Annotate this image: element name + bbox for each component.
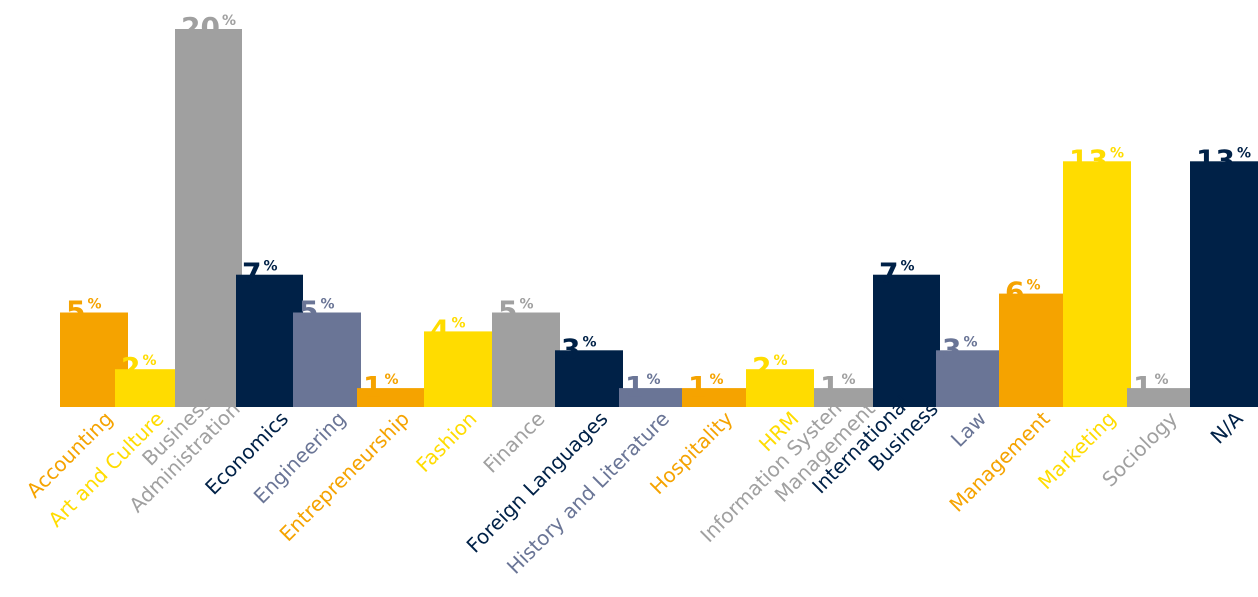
value-label-engineering: 5% xyxy=(299,295,335,328)
bar-hrm xyxy=(746,369,814,407)
bar-n-a xyxy=(1190,161,1258,407)
value-label-international-business: 7% xyxy=(879,257,915,290)
bar-foreign-languages xyxy=(555,350,623,407)
value-label-hrm: 2% xyxy=(752,351,788,384)
category-label-law: Law xyxy=(946,407,991,452)
bar-sociology xyxy=(1127,388,1190,407)
value-label-sociology: 1% xyxy=(1133,370,1169,403)
bar-entrepreneurship xyxy=(357,388,424,407)
value-label-information-system-management: 1% xyxy=(820,370,856,403)
value-label-economics: 7% xyxy=(242,257,278,290)
bar-marketing xyxy=(1063,161,1131,407)
bar-art-and-culture xyxy=(115,369,175,407)
value-label-hospitality: 1% xyxy=(688,370,724,403)
value-label-n-a: 13% xyxy=(1196,143,1251,176)
value-label-business-administration: 20% xyxy=(181,11,236,44)
bar-information-system-management xyxy=(814,388,873,407)
value-label-foreign-languages: 3% xyxy=(561,332,597,365)
bars-group xyxy=(60,29,1258,407)
bar-history-and-literature xyxy=(619,388,682,407)
bar-business-administration xyxy=(175,29,242,407)
bar-management xyxy=(999,293,1063,407)
value-label-history-and-literature: 1% xyxy=(625,370,661,403)
bar-hospitality xyxy=(682,388,746,407)
category-label-information-system-management: Information SystemManagement xyxy=(695,380,879,564)
value-label-accounting: 5% xyxy=(66,295,102,328)
category-label-fashion: Fashion xyxy=(411,407,481,477)
bar-finance xyxy=(492,312,560,407)
category-label-n-a: N/A xyxy=(1206,406,1248,448)
value-label-entrepreneurship: 1% xyxy=(363,370,399,403)
value-label-marketing: 13% xyxy=(1069,143,1124,176)
value-label-law: 3% xyxy=(942,332,978,365)
value-labels-group: 5 % 2 % 20 % 7 % 5 % 1 % 4% 5 % 3 % 1% 1% 2 % 1 % 7 % 3 % 6 % 13 % 1 % 13… xyxy=(66,11,1251,403)
bar-engineering xyxy=(293,312,361,407)
bar-fashion xyxy=(424,331,492,407)
bar-economics xyxy=(236,274,303,407)
bar-law xyxy=(936,350,999,407)
value-label-art-and-culture: 2% xyxy=(121,351,157,384)
value-label-management: 6% xyxy=(1005,276,1041,309)
bar-international-business xyxy=(873,274,940,407)
value-label-finance: 5% xyxy=(498,295,534,328)
value-label-fashion: 4% xyxy=(430,313,466,346)
